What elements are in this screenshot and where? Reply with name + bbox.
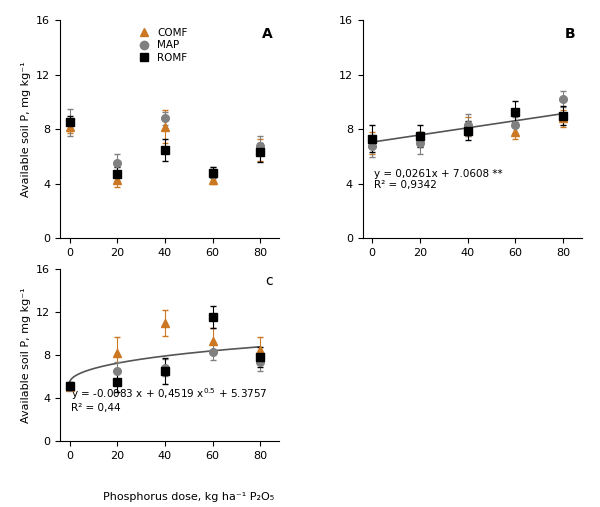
Text: A: A [262,27,273,41]
Y-axis label: Available soil P, mg kg⁻¹: Available soil P, mg kg⁻¹ [20,61,31,197]
Text: Phosphorus dose, kg ha⁻¹ P₂O₅: Phosphorus dose, kg ha⁻¹ P₂O₅ [103,492,275,502]
Text: c: c [265,274,273,288]
Text: B: B [565,27,575,41]
Text: y = -0.0083 x + 0,4519 x$^{0.5}$ + 5.3757
R² = 0,44: y = -0.0083 x + 0,4519 x$^{0.5}$ + 5.375… [71,386,267,413]
Y-axis label: Available soil P, mg kg⁻¹: Available soil P, mg kg⁻¹ [20,287,31,423]
Text: y = 0,0261x + 7.0608 **
R² = 0,9342: y = 0,0261x + 7.0608 ** R² = 0,9342 [374,168,502,190]
Legend: COMF, MAP, ROMF: COMF, MAP, ROMF [131,25,190,65]
